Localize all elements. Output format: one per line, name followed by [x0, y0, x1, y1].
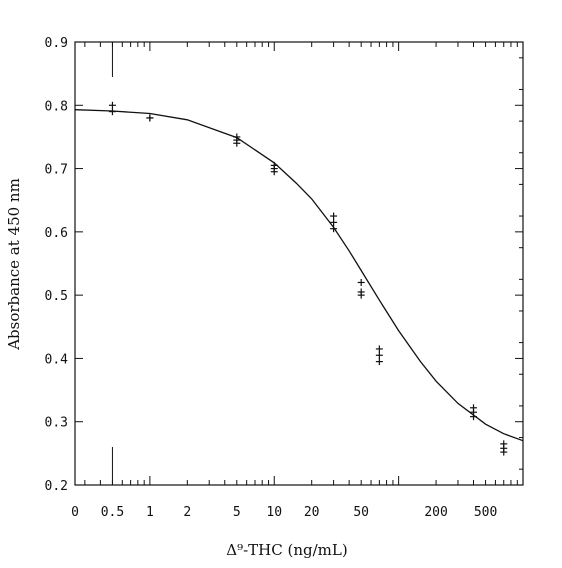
- x-tick-label: 0.5: [101, 505, 124, 520]
- data-point: [500, 448, 508, 456]
- x-tick-label: 1: [146, 505, 154, 520]
- data-point: [108, 108, 116, 116]
- data-points: [108, 101, 508, 456]
- x-axis-title: Δ⁹-THC (ng/mL): [226, 541, 347, 559]
- y-tick-label: 0.4: [45, 352, 69, 367]
- x-tick-label: 500: [474, 505, 497, 520]
- y-tick-label: 0.8: [45, 99, 68, 114]
- y-axis-title: Absorbance at 450 nm: [5, 178, 23, 351]
- data-point: [330, 218, 338, 226]
- x-tick-label: 10: [266, 505, 282, 520]
- data-point: [330, 225, 338, 233]
- y-tick-label: 0.6: [45, 226, 68, 241]
- x-tick-label: 200: [424, 505, 447, 520]
- fit-curve: [74, 109, 524, 442]
- data-point: [330, 212, 338, 220]
- y-tick-label: 0.5: [45, 289, 68, 304]
- data-point: [146, 114, 154, 122]
- x-tick-label: 50: [353, 505, 369, 520]
- data-point: [108, 101, 116, 109]
- y-tick-label: 0.2: [45, 479, 68, 494]
- data-point: [357, 291, 365, 299]
- data-point: [357, 278, 365, 286]
- data-point: [233, 139, 241, 147]
- data-point: [270, 168, 278, 176]
- data-point: [375, 345, 383, 353]
- y-tick-label: 0.9: [45, 36, 68, 51]
- y-tick-label: 0.3: [45, 416, 68, 431]
- data-point: [375, 351, 383, 359]
- x-tick-label: 20: [304, 505, 320, 520]
- x-tick-label: 5: [233, 505, 241, 520]
- x-tick-label: 2: [183, 505, 191, 520]
- plot-frame: [74, 41, 524, 486]
- axes: 0.2 0.3 0.4 0.5 0.6 0.7 0.8 0.9 0 0.5 1 2 5 10 20 50 200…: [45, 36, 524, 520]
- x-tick-label: 0: [71, 505, 79, 520]
- y-tick-label: 0.7: [45, 163, 68, 178]
- data-point: [470, 413, 478, 421]
- data-point: [375, 358, 383, 366]
